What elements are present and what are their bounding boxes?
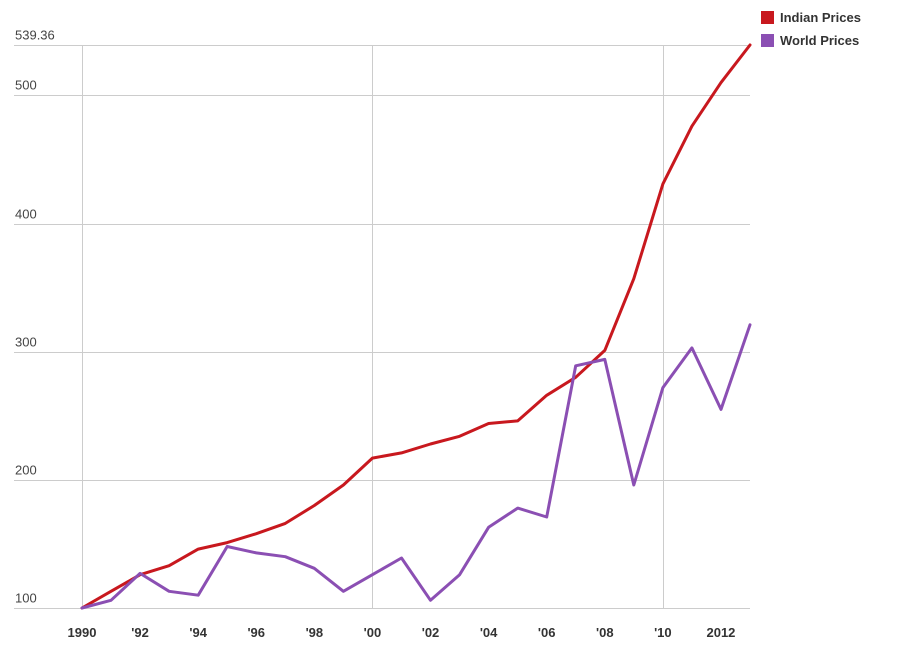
x-tick-label: '00 [364, 625, 382, 640]
legend-label: World Prices [780, 33, 859, 48]
y-tick-label: 500 [15, 78, 37, 93]
x-tick-label: '96 [247, 625, 265, 640]
y-tick-label: 400 [15, 207, 37, 222]
y-axis: 100 200 300 400 500 539.36 [15, 28, 55, 606]
legend-label: Indian Prices [780, 10, 861, 25]
legend-swatch [761, 34, 774, 47]
y-tick-label: 200 [15, 463, 37, 478]
x-tick-label: 1990 [68, 625, 97, 640]
series-lines [80, 43, 752, 610]
y-tick-label: 539.36 [15, 28, 55, 43]
y-tick-label: 100 [15, 591, 37, 606]
series-line-world-prices [80, 323, 752, 610]
x-tick-label: 2012 [706, 625, 735, 640]
x-tick-label: '06 [538, 625, 556, 640]
grid [14, 45, 750, 609]
legend: Indian Prices World Prices [761, 10, 861, 48]
legend-swatch [761, 11, 774, 24]
x-tick-label: '92 [131, 625, 149, 640]
x-tick-label: '94 [189, 625, 207, 640]
x-tick-label: '04 [480, 625, 498, 640]
series-line-indian-prices [80, 43, 752, 610]
x-tick-label: '02 [422, 625, 440, 640]
x-tick-label: '98 [306, 625, 324, 640]
x-axis: 1990 '92 '94 '96 '98 '00 '02 '04 '06 '08 '10 2012 [68, 625, 736, 640]
y-tick-label: 300 [15, 335, 37, 350]
x-tick-label: '10 [654, 625, 672, 640]
x-tick-label: '08 [596, 625, 614, 640]
